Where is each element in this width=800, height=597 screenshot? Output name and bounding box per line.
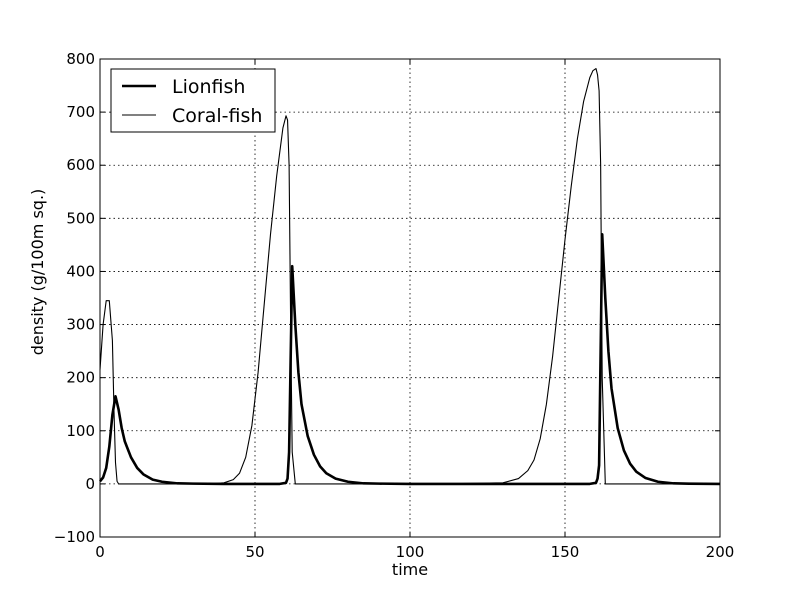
series-layer: [99, 68, 721, 486]
axis-ticks: [99, 58, 721, 538]
series-line-lionfish: [99, 232, 721, 486]
x-tick-labels: 0 50 100 150 200: [95, 543, 734, 561]
grid-lines: [100, 59, 720, 537]
y-tick-label: 400: [66, 262, 95, 280]
x-tick-label: 0: [95, 543, 105, 561]
series-line-coral-fish: [99, 68, 720, 485]
y-tick-label: 500: [66, 209, 95, 227]
y-tick-label: −100: [54, 528, 95, 546]
y-tick-label: 700: [66, 103, 95, 121]
legend-box: [110, 68, 276, 133]
x-tick-label: 100: [396, 543, 425, 561]
y-tick-label: 200: [66, 369, 95, 387]
x-tick-label: 150: [551, 543, 580, 561]
legend-lionfish-label: Lionfish: [172, 76, 245, 98]
y-tick-label: 600: [66, 156, 95, 174]
legend: Lionfish Coral-fish: [110, 68, 276, 133]
y-tick-label: 300: [66, 316, 95, 334]
y-tick-label: 0: [85, 475, 95, 493]
x-tick-label: 50: [245, 543, 264, 561]
y-tick-labels: −100 0 100 200 300 400 500 600 700 800: [54, 50, 95, 546]
x-axis-label: time: [392, 560, 428, 579]
x-tick-label: 200: [706, 543, 735, 561]
legend-coral-fish-label: Coral-fish: [172, 105, 262, 127]
y-axis-label: density (g/100m sq.): [28, 189, 47, 356]
y-tick-label: 800: [66, 50, 95, 68]
y-tick-label: 100: [66, 422, 95, 440]
